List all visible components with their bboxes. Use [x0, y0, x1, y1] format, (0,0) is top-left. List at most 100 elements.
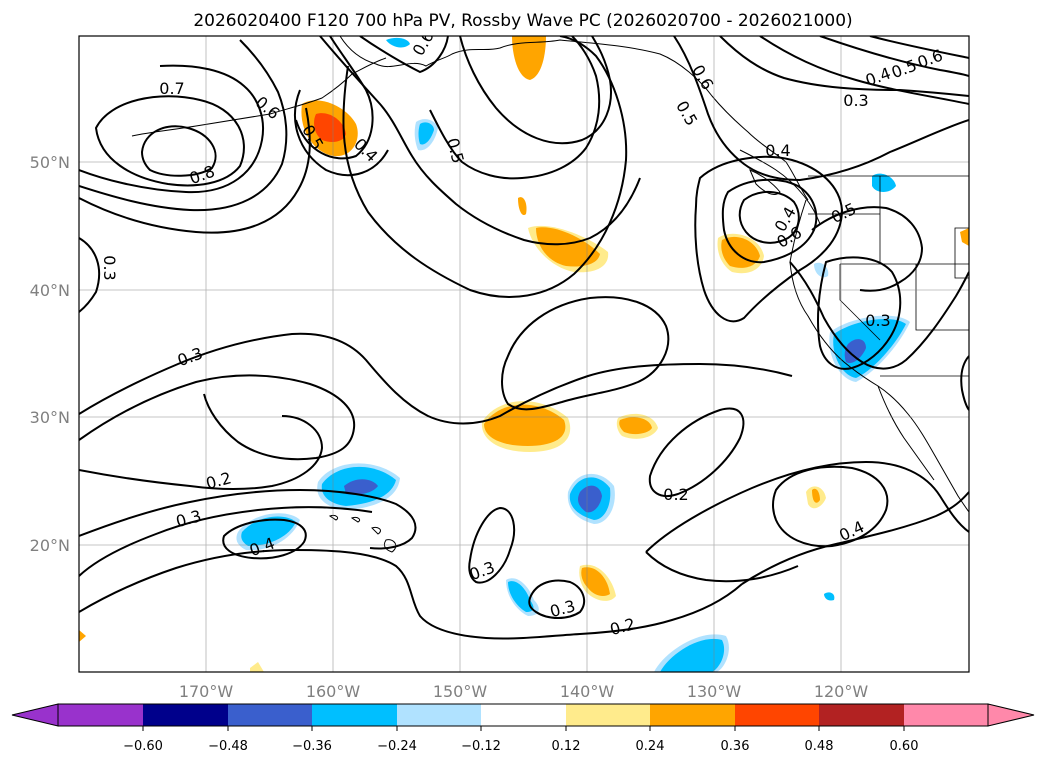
colorbar-bin	[143, 704, 228, 726]
colorbar-extend-min	[11, 703, 59, 727]
contour-0.4-west	[79, 107, 311, 234]
state-borders	[808, 176, 969, 341]
lon-label: 130°W	[687, 682, 742, 701]
contour-0.3-center-loop	[501, 296, 670, 411]
lat-label: 50°N	[30, 153, 70, 172]
colorbar-label: −0.48	[208, 739, 248, 754]
colorbar-label: 0.12	[552, 739, 581, 754]
graticule	[79, 36, 969, 672]
contour-0.3-west	[79, 237, 101, 313]
positive-anomaly-small	[518, 197, 527, 216]
contour-0.5-ne	[673, 36, 969, 182]
contour-0.4-trough	[319, 36, 641, 246]
colorbar-extend-max	[987, 703, 1035, 727]
colorbar-label: 0.36	[721, 739, 750, 754]
map-frame	[78, 35, 970, 673]
colorbar-label: 0.60	[890, 739, 919, 754]
contour-0.4-ne	[719, 36, 969, 97]
contour-0.3-hawaii-band	[79, 488, 417, 550]
positive-anomaly-edge	[960, 228, 969, 246]
contour-label: 0.4	[765, 141, 790, 160]
positive-anomaly-central-north	[528, 225, 609, 273]
lat-label: 30°N	[30, 408, 70, 427]
colorbar-bin	[481, 704, 566, 726]
contour-0.3-central	[79, 374, 356, 461]
contour-0.3-mid-east	[960, 355, 969, 411]
contour-0.2-central	[79, 415, 324, 490]
contour-0.5-coast-ring	[721, 178, 818, 264]
negative-anomaly-gulf	[414, 119, 438, 151]
colorbar-ticks	[142, 726, 905, 731]
contour-0.3-south-small	[528, 579, 586, 619]
lat-label: 40°N	[30, 281, 70, 300]
colorbar-label: −0.24	[377, 739, 417, 754]
contour-0.4-aleutian	[294, 89, 389, 177]
contour-label: 0.3	[100, 255, 119, 280]
contour-0.5-aleutian	[295, 36, 374, 160]
contour-0.5-ne2	[819, 36, 969, 77]
contour-0.6-north-ridge	[359, 36, 449, 74]
lat-label: 20°N	[30, 536, 70, 555]
lon-label: 150°W	[433, 682, 488, 701]
colorbar-bin	[397, 704, 481, 726]
contour-0.6-gulf	[459, 36, 612, 145]
longitude-labels: 170°W 160°W 150°W 140°W 130°W 120°W	[179, 682, 869, 701]
negative-anomaly-central	[567, 473, 615, 524]
colorbar-label: −0.60	[123, 739, 163, 754]
contour-0.3-south-loop	[468, 506, 516, 584]
colorbar-label: −0.36	[292, 739, 332, 754]
negative-anomaly-alaska	[386, 37, 410, 48]
contour-label: 0.3	[865, 311, 890, 330]
contour-0.4-east-ring	[772, 465, 889, 548]
colorbar-bin	[735, 704, 819, 726]
contour-0.4-coast-ring	[694, 155, 844, 323]
contour-0.3-ne	[759, 36, 969, 105]
contour-0.5-trough	[342, 36, 628, 298]
positive-anomaly-east-central	[616, 413, 658, 439]
contour-0.3-long	[79, 332, 793, 425]
contour-0.8	[140, 125, 217, 177]
contour-0.2-east-outer	[741, 491, 969, 585]
colorbar-labels: −0.60 −0.48 −0.36 −0.24 −0.12 0.12 0.24 …	[123, 739, 918, 754]
positive-anomaly-bottom	[250, 662, 264, 672]
contour-0.7	[94, 95, 245, 187]
lon-label: 160°W	[306, 682, 361, 701]
colorbar: −0.60 −0.48 −0.36 −0.24 −0.12 0.12 0.24 …	[11, 703, 1035, 754]
negative-anomaly-bottom	[654, 634, 729, 672]
map-title: 2026020400 F120 700 hPa PV, Rossby Wave …	[193, 11, 852, 31]
colorbar-label: −0.12	[461, 739, 501, 754]
lon-label: 120°W	[814, 682, 869, 701]
contour-0.5-coast-east	[811, 206, 924, 292]
map-area: 0.7 0.6 0.8 0.5 0.4 0.6 0.5 0.6 0.5 0.4 …	[79, 36, 969, 672]
colorbar-bin	[904, 704, 988, 726]
colorbar-bin	[566, 704, 650, 726]
contour-label: 0.3	[843, 91, 868, 110]
lon-label: 170°W	[179, 682, 234, 701]
political-borders	[808, 175, 969, 377]
contour-0.4-hawaii	[222, 518, 307, 560]
contour-label: 0.2	[663, 485, 688, 504]
negative-anomaly-california	[829, 315, 910, 382]
contour-0.3-south-west	[79, 506, 373, 577]
positive-anomaly-south-central	[579, 564, 616, 601]
pv-contours	[79, 36, 969, 640]
contour-0.4-east-outer	[645, 460, 969, 553]
contour-0.4-east-lower	[645, 551, 799, 583]
positive-anomaly-small-east	[806, 486, 826, 509]
positive-anomaly-north	[512, 36, 546, 80]
colorbar-outline	[57, 703, 989, 727]
colorbar-label: 0.24	[636, 739, 665, 754]
colorbar-bin	[650, 704, 735, 726]
contour-0.5-west	[79, 39, 288, 212]
contour-0.2-east-loop	[648, 407, 745, 497]
positive-anomaly-corner	[79, 630, 86, 642]
us-west-coast	[789, 199, 969, 513]
alaska-coast	[339, 36, 809, 201]
contour-0.2-south-west	[79, 548, 743, 640]
contour-0.3-california	[789, 261, 969, 370]
negative-anomaly-tiny	[824, 592, 835, 601]
contour-0.6-west	[79, 64, 264, 194]
baja-coast	[877, 385, 935, 481]
contour-0.6-ne	[869, 36, 969, 59]
